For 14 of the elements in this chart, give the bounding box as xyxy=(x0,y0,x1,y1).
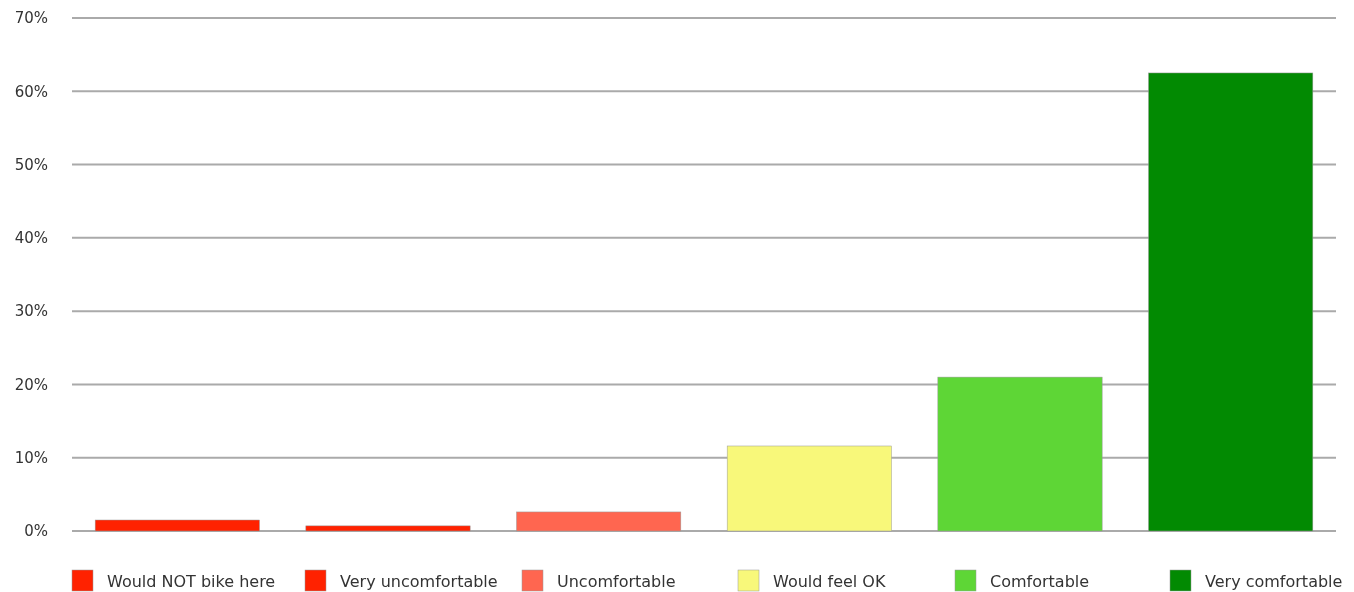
y-tick-label: 60% xyxy=(14,82,48,101)
legend-label: Very comfortable xyxy=(1205,571,1343,591)
y-tick-label: 70% xyxy=(14,9,48,28)
legend-label: Uncomfortable xyxy=(557,571,676,591)
y-tick-label: 0% xyxy=(24,522,48,541)
y-tick-label: 40% xyxy=(14,229,48,248)
legend-label: Very uncomfortable xyxy=(340,571,498,591)
y-tick-label: 50% xyxy=(14,155,48,174)
legend-label: Comfortable xyxy=(990,571,1090,591)
legend-label: Would feel OK xyxy=(773,571,886,591)
legend-label: Would NOT bike here xyxy=(107,571,276,591)
y-tick-label: 30% xyxy=(14,302,48,321)
y-tick-label: 10% xyxy=(14,448,48,467)
y-tick-label: 20% xyxy=(14,375,48,394)
